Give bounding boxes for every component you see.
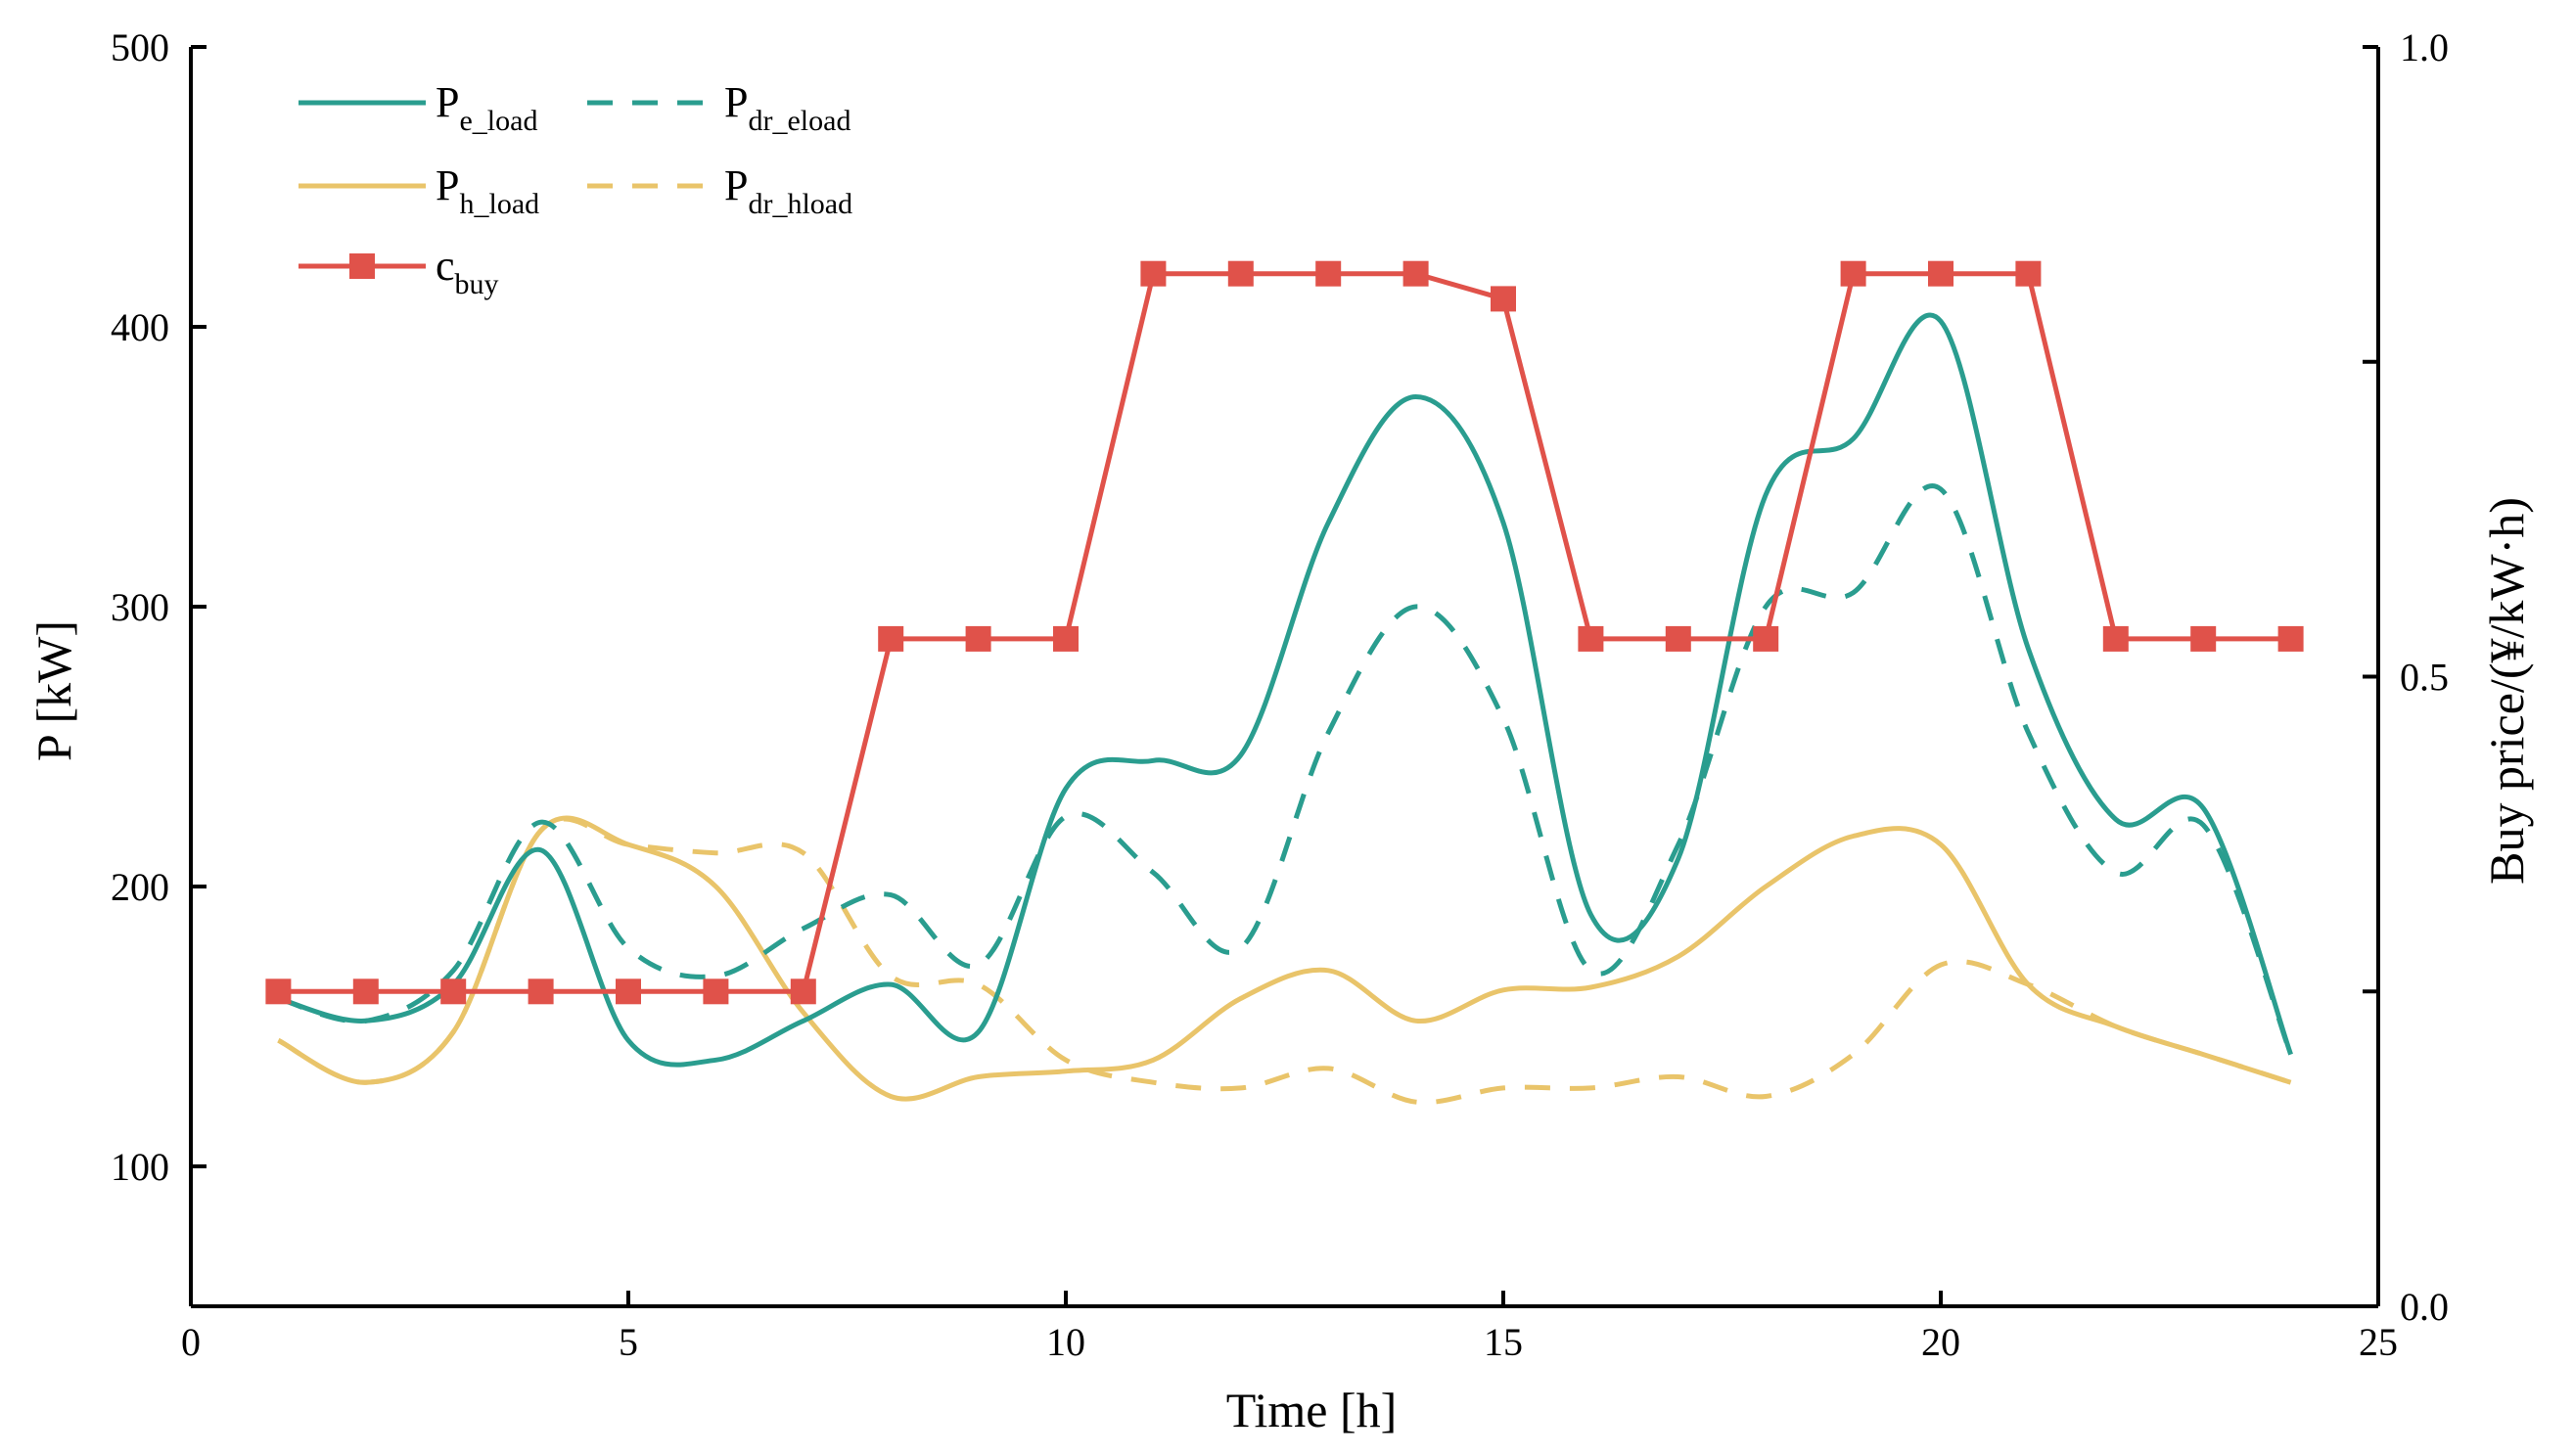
data-point-c_buy-20 (1928, 260, 1953, 287)
y-tick-label: 300 (111, 585, 169, 629)
series-line-P_e_load (277, 312, 2293, 1068)
y-tick-label: 100 (111, 1145, 169, 1189)
data-point-c_buy-1 (265, 978, 292, 1005)
legend-item-P_dr_eload: Pdr_eload (587, 78, 850, 137)
data-point-c_buy-4 (528, 978, 554, 1005)
legend-label: cbuy (436, 242, 499, 300)
series-P_dr_eload (277, 483, 2293, 1056)
x-tick-label: 5 (619, 1320, 638, 1364)
x-axis-title: Time [h] (1226, 1383, 1398, 1437)
y-axis-title: P [kW] (26, 620, 81, 761)
data-point-c_buy-18 (1753, 625, 1779, 652)
legend-item-c_buy: cbuy (299, 242, 499, 300)
series-line-P_dr_eload (277, 483, 2293, 1056)
y2-tick-label: 1.0 (2400, 25, 2449, 69)
data-point-c_buy-19 (1840, 260, 1866, 287)
y2-tick-label: 0.0 (2400, 1285, 2449, 1329)
legend-item-P_e_load: Pe_load (299, 78, 537, 137)
y2-axis-title: Buy price/(¥/kW·h) (2479, 497, 2534, 885)
data-point-c_buy-24 (2277, 625, 2304, 652)
x-tick-label: 20 (1921, 1320, 1960, 1364)
data-point-c_buy-9 (965, 625, 991, 652)
data-point-c_buy-23 (2190, 625, 2217, 652)
x-tick-label: 0 (181, 1320, 201, 1364)
data-point-c_buy-2 (352, 978, 379, 1005)
data-point-c_buy-13 (1315, 260, 1342, 287)
y2-tick-label: 0.5 (2400, 656, 2449, 700)
legend-marker (349, 253, 375, 279)
data-point-c_buy-3 (440, 978, 467, 1005)
series-layer (265, 260, 2304, 1106)
data-point-c_buy-17 (1665, 625, 1691, 652)
y-tick-label: 200 (111, 865, 169, 909)
series-line-P_h_load (277, 815, 2292, 1102)
data-point-c_buy-22 (2102, 625, 2129, 652)
legend-item-P_dr_hload: Pdr_hload (587, 161, 852, 220)
data-point-c_buy-15 (1491, 286, 1516, 312)
axes-layer: 0 5 10 15 20 25 100 200 300 400 500 0.0 0.5 1.0 (111, 25, 2449, 1364)
data-point-c_buy-12 (1227, 260, 1254, 287)
data-point-c_buy-16 (1578, 625, 1604, 652)
data-point-c_buy-8 (878, 625, 904, 652)
legend-label: Pdr_eload (724, 78, 850, 137)
series-c_buy (265, 260, 2304, 1005)
data-point-c_buy-10 (1053, 625, 1079, 652)
y-tick-label: 400 (111, 305, 169, 349)
series-line-c_buy (278, 271, 2291, 994)
data-point-c_buy-6 (703, 978, 729, 1005)
y-tick-label: 500 (111, 25, 169, 69)
series-P_h_load (277, 815, 2292, 1102)
data-point-c_buy-14 (1402, 260, 1429, 287)
series-P_e_load (277, 312, 2293, 1068)
legend-label: Pe_load (436, 78, 537, 137)
x-tick-label: 10 (1046, 1320, 1085, 1364)
x-tick-label: 25 (2359, 1320, 2398, 1364)
data-point-c_buy-5 (616, 978, 641, 1005)
data-point-c_buy-11 (1140, 260, 1167, 287)
x-tick-label: 15 (1484, 1320, 1523, 1364)
legend-label: Ph_load (436, 161, 539, 220)
legend-item-P_h_load: Ph_load (299, 161, 539, 220)
data-point-c_buy-7 (790, 978, 816, 1005)
data-point-c_buy-21 (2015, 260, 2042, 287)
legend-label: Pdr_hload (724, 161, 852, 220)
